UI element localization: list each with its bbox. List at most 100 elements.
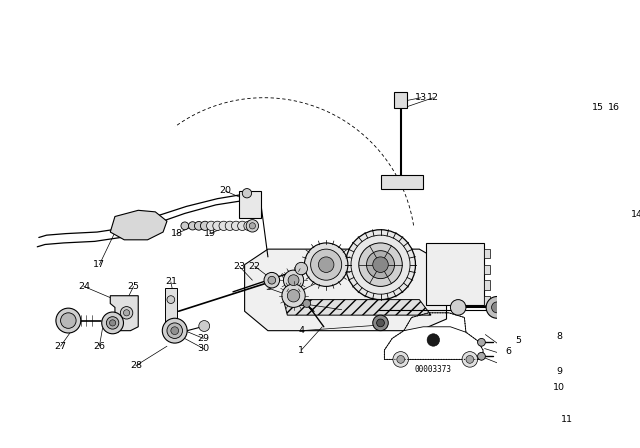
Circle shape	[212, 221, 222, 230]
Circle shape	[372, 257, 388, 272]
Circle shape	[264, 272, 280, 288]
Text: 15: 15	[592, 103, 604, 112]
Bar	[394, 92, 407, 108]
Text: 3: 3	[265, 284, 271, 293]
Circle shape	[287, 289, 300, 302]
Circle shape	[393, 352, 408, 367]
Circle shape	[427, 334, 440, 346]
Circle shape	[56, 308, 81, 333]
Bar	[165, 288, 177, 325]
Circle shape	[195, 221, 203, 230]
Circle shape	[61, 313, 76, 328]
Text: 14: 14	[631, 210, 640, 219]
Circle shape	[243, 189, 252, 198]
Circle shape	[397, 356, 404, 363]
Circle shape	[295, 263, 307, 275]
Text: 1: 1	[298, 345, 304, 354]
Bar	[426, 243, 484, 305]
Text: 27: 27	[54, 342, 67, 351]
Text: 30: 30	[197, 344, 209, 353]
Text: 9: 9	[556, 367, 562, 376]
Circle shape	[167, 323, 182, 338]
Text: 19: 19	[204, 229, 216, 238]
Text: 13: 13	[415, 93, 427, 102]
Text: 16: 16	[607, 103, 620, 112]
Circle shape	[109, 320, 116, 326]
Bar	[593, 248, 611, 257]
Bar	[484, 249, 490, 258]
Circle shape	[199, 321, 210, 332]
Circle shape	[249, 223, 255, 229]
Text: 6: 6	[506, 347, 511, 356]
Text: 18: 18	[171, 229, 183, 238]
Circle shape	[477, 353, 485, 360]
Circle shape	[372, 315, 388, 331]
Text: 7: 7	[332, 258, 339, 267]
Text: 8: 8	[556, 332, 562, 340]
Circle shape	[462, 352, 477, 367]
Circle shape	[232, 221, 241, 230]
Bar	[484, 296, 490, 305]
Circle shape	[486, 297, 508, 318]
Circle shape	[163, 318, 187, 343]
Circle shape	[284, 270, 303, 290]
Circle shape	[318, 257, 334, 272]
Circle shape	[171, 327, 179, 335]
Circle shape	[492, 302, 502, 313]
Circle shape	[288, 275, 299, 286]
Text: 29: 29	[198, 334, 209, 343]
Circle shape	[268, 276, 276, 284]
Circle shape	[359, 243, 403, 286]
Circle shape	[246, 220, 259, 232]
Circle shape	[376, 319, 385, 327]
Bar	[381, 175, 423, 190]
Polygon shape	[576, 109, 627, 144]
Bar	[505, 302, 519, 313]
Circle shape	[244, 221, 253, 230]
Text: 26: 26	[93, 342, 106, 351]
Text: 25: 25	[127, 282, 140, 291]
Circle shape	[200, 221, 209, 230]
Text: 2: 2	[298, 299, 304, 308]
Circle shape	[124, 310, 130, 316]
Circle shape	[188, 222, 196, 230]
Circle shape	[303, 300, 310, 307]
Text: 6: 6	[332, 270, 339, 279]
Circle shape	[477, 338, 485, 346]
Circle shape	[346, 230, 415, 300]
Bar	[484, 265, 490, 274]
Circle shape	[310, 249, 342, 280]
Circle shape	[466, 356, 474, 363]
Bar	[484, 280, 490, 289]
Text: 10: 10	[553, 383, 565, 392]
Text: 00003373: 00003373	[415, 365, 452, 374]
Circle shape	[225, 221, 234, 230]
Circle shape	[451, 300, 466, 315]
Polygon shape	[244, 249, 447, 331]
Circle shape	[207, 221, 216, 230]
Text: 21: 21	[165, 277, 177, 286]
Circle shape	[102, 312, 124, 334]
Bar	[239, 191, 261, 218]
Circle shape	[106, 317, 119, 329]
Circle shape	[181, 222, 189, 230]
Polygon shape	[110, 210, 167, 240]
Circle shape	[282, 284, 305, 307]
Text: 4: 4	[298, 326, 304, 335]
Text: 12: 12	[428, 93, 439, 102]
Circle shape	[167, 296, 175, 303]
Text: 23: 23	[233, 262, 245, 271]
Circle shape	[305, 243, 348, 286]
Text: 24: 24	[78, 282, 90, 291]
Polygon shape	[385, 327, 483, 359]
Circle shape	[219, 221, 228, 230]
Circle shape	[237, 221, 247, 230]
Text: 22: 22	[249, 262, 260, 271]
Text: 5: 5	[516, 336, 522, 345]
Text: 28: 28	[130, 361, 142, 370]
Circle shape	[120, 306, 132, 319]
Circle shape	[367, 251, 394, 279]
Text: 17: 17	[93, 260, 106, 269]
Polygon shape	[284, 300, 431, 315]
Polygon shape	[110, 296, 138, 331]
